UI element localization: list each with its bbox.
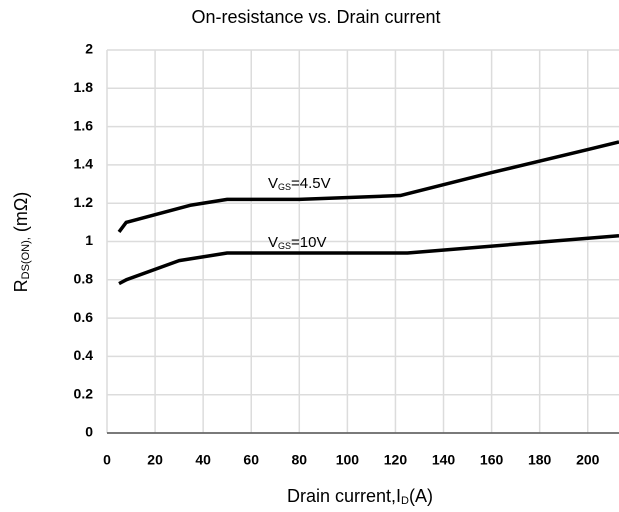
y-tick-label: 0.6 xyxy=(74,309,94,325)
x-tick-label: 0 xyxy=(103,452,111,468)
x-tick-label: 140 xyxy=(432,452,456,468)
y-axis-label: RDS(ON), (mΩ) xyxy=(11,192,32,293)
y-tick-label: 0 xyxy=(85,424,93,440)
x-tick-label: 20 xyxy=(147,452,163,468)
y-tick-label: 0.8 xyxy=(74,271,94,287)
x-tick-label: 60 xyxy=(243,452,259,468)
x-tick-label: 120 xyxy=(384,452,408,468)
series-label-rest: =10V xyxy=(291,234,326,251)
x-axis-label: Drain current,ID(A) xyxy=(287,486,433,507)
x-tick-label: 160 xyxy=(480,452,504,468)
x-tick-label: 200 xyxy=(576,452,600,468)
x-axis-label-sub: D xyxy=(401,495,409,507)
series-label-main: V xyxy=(268,234,278,251)
x-tick-label: 40 xyxy=(195,452,211,468)
y-axis-label-sub: DS(ON), xyxy=(20,237,32,279)
series-label-main: V xyxy=(268,175,278,192)
y-tick-label: 1.6 xyxy=(74,117,94,133)
series-label-sub: GS xyxy=(278,241,291,251)
x-tick-label: 180 xyxy=(528,452,552,468)
data-line xyxy=(118,234,619,286)
y-axis-label-main: R xyxy=(11,279,31,292)
y-tick-label: 2 xyxy=(85,41,93,57)
series-label-sub: GS xyxy=(278,182,291,192)
series-label-rest: =4.5V xyxy=(291,175,331,192)
series-label: VGS=10V xyxy=(268,234,326,251)
series-label: VGS=4.5V xyxy=(268,175,331,192)
chart-title: On-resistance vs. Drain current xyxy=(191,7,440,27)
y-axis-label-rest: (mΩ) xyxy=(11,192,31,237)
data-line xyxy=(117,140,619,233)
x-axis-label-rest: (A) xyxy=(409,486,433,506)
x-tick-label: 100 xyxy=(336,452,360,468)
y-tick-label: 0.2 xyxy=(74,385,94,401)
y-tick-label: 0.4 xyxy=(74,347,94,363)
x-axis-label-main: Drain current,I xyxy=(287,486,401,506)
y-tick-label: 1.2 xyxy=(74,194,94,210)
y-tick-label: 1.8 xyxy=(74,79,94,95)
y-tick-label: 1 xyxy=(85,232,93,248)
y-tick-label: 1.4 xyxy=(74,156,94,172)
x-tick-label: 80 xyxy=(292,452,308,468)
